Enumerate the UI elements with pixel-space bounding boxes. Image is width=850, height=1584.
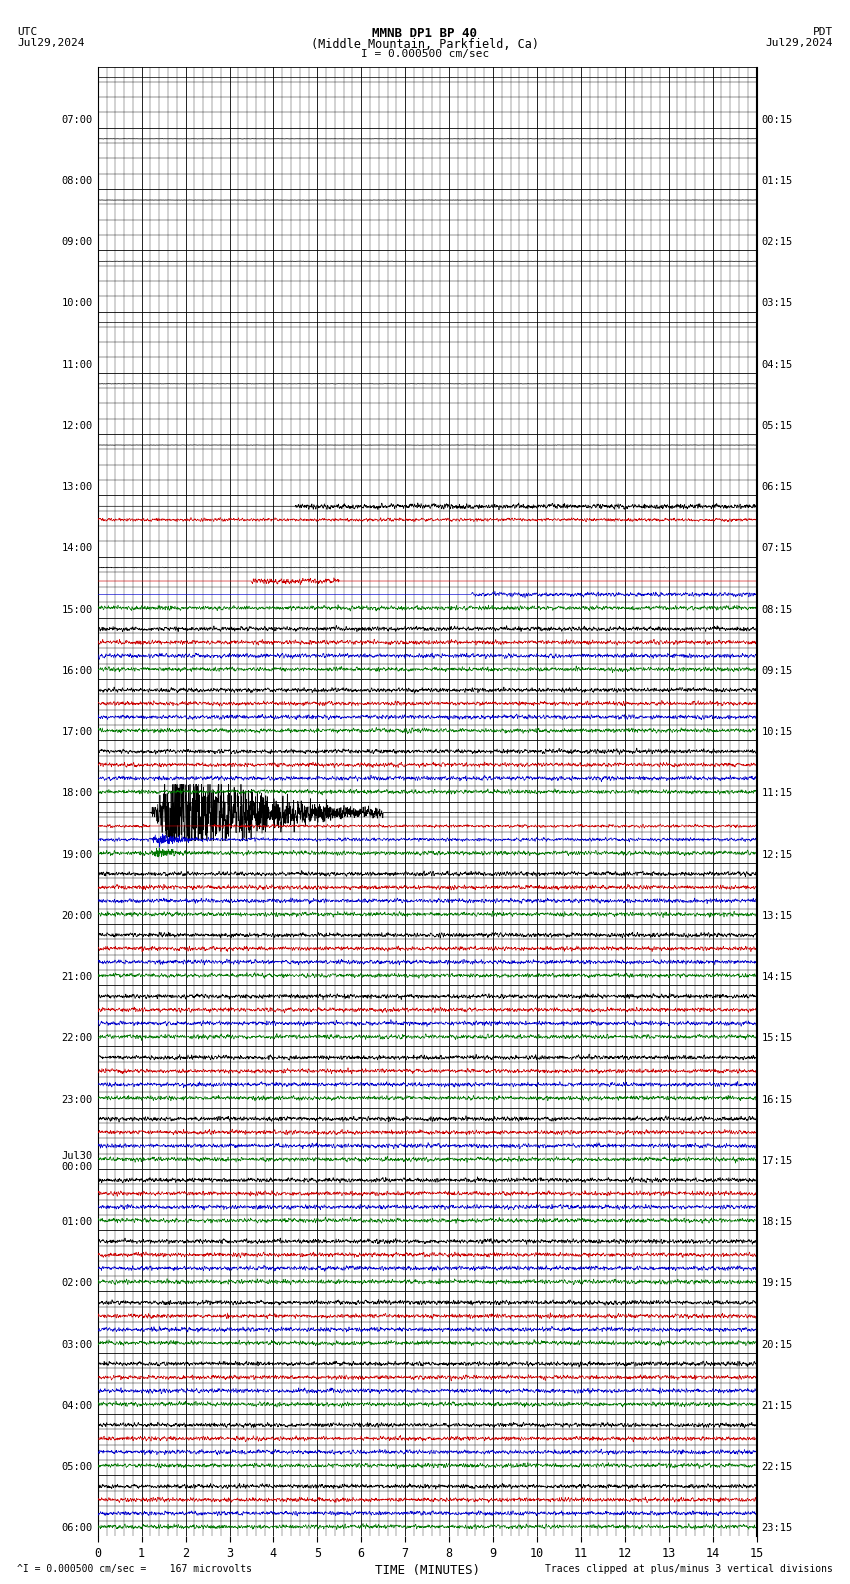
X-axis label: TIME (MINUTES): TIME (MINUTES) — [375, 1563, 479, 1578]
Text: Jul29,2024: Jul29,2024 — [766, 38, 833, 49]
Text: UTC: UTC — [17, 27, 37, 36]
Text: MMNB DP1 BP 40: MMNB DP1 BP 40 — [372, 27, 478, 40]
Text: (Middle Mountain, Parkfield, Ca): (Middle Mountain, Parkfield, Ca) — [311, 38, 539, 51]
Text: Jul29,2024: Jul29,2024 — [17, 38, 84, 49]
Text: Traces clipped at plus/minus 3 vertical divisions: Traces clipped at plus/minus 3 vertical … — [545, 1565, 833, 1574]
Text: I = 0.000500 cm/sec: I = 0.000500 cm/sec — [361, 49, 489, 60]
Text: PDT: PDT — [813, 27, 833, 36]
Text: ^I = 0.000500 cm/sec =    167 microvolts: ^I = 0.000500 cm/sec = 167 microvolts — [17, 1565, 252, 1574]
